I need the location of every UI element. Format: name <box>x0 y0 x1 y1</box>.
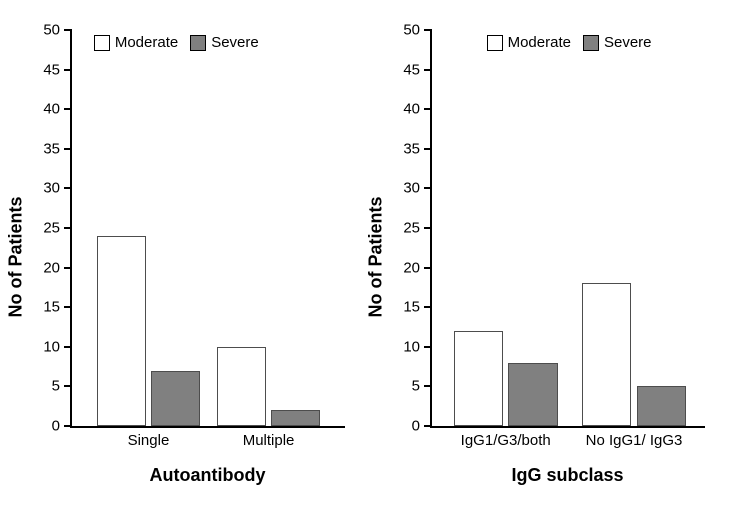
y-tick-label: 0 <box>412 418 432 435</box>
legend-swatch <box>94 35 110 51</box>
y-tick-label: 25 <box>43 220 72 237</box>
legend-swatch <box>190 35 206 51</box>
legend-item: Moderate <box>94 34 178 51</box>
bar <box>271 410 320 426</box>
x-category-label: No IgG1/ IgG3 <box>586 426 683 449</box>
y-tick-label: 50 <box>43 22 72 39</box>
y-tick-label: 35 <box>43 140 72 157</box>
legend-label: Severe <box>604 34 652 51</box>
x-axis-title: IgG subclass <box>430 465 705 486</box>
y-tick-label: 50 <box>403 22 432 39</box>
y-tick-label: 5 <box>52 378 72 395</box>
legend-swatch <box>583 35 599 51</box>
bar <box>637 386 686 426</box>
y-tick-label: 20 <box>403 259 432 276</box>
y-tick-label: 30 <box>403 180 432 197</box>
y-axis-label: No of Patients <box>366 196 387 317</box>
legend-swatch <box>487 35 503 51</box>
bar <box>151 371 200 426</box>
x-category-label: IgG1/G3/both <box>461 426 551 449</box>
y-tick-label: 10 <box>403 338 432 355</box>
chart-panel: No of Patients05101520253035404550Modera… <box>10 15 360 498</box>
legend: Moderate Severe <box>94 34 259 51</box>
x-axis-title: Autoantibody <box>70 465 345 486</box>
figure: No of Patients05101520253035404550Modera… <box>0 0 730 508</box>
legend-label: Moderate <box>115 34 178 51</box>
y-tick-label: 15 <box>403 299 432 316</box>
y-tick-label: 45 <box>43 61 72 78</box>
legend-item: Severe <box>583 34 652 51</box>
bar <box>582 283 631 426</box>
y-tick-label: 40 <box>403 101 432 118</box>
y-tick-label: 10 <box>43 338 72 355</box>
plot-area: 05101520253035404550ModerateSevereIgG1/G… <box>430 30 705 428</box>
legend-label: Moderate <box>508 34 571 51</box>
y-tick-label: 20 <box>43 259 72 276</box>
y-tick-label: 45 <box>403 61 432 78</box>
legend-label: Severe <box>211 34 259 51</box>
legend-item: Severe <box>190 34 259 51</box>
legend-item: Moderate <box>487 34 571 51</box>
chart-panel: No of Patients05101520253035404550Modera… <box>370 15 720 498</box>
y-axis-label: No of Patients <box>6 196 27 317</box>
y-tick-label: 35 <box>403 140 432 157</box>
y-tick-label: 30 <box>43 180 72 197</box>
y-tick-label: 25 <box>403 220 432 237</box>
bar <box>217 347 266 426</box>
x-category-label: Multiple <box>243 426 295 449</box>
bar <box>508 363 557 426</box>
y-tick-label: 15 <box>43 299 72 316</box>
y-tick-label: 5 <box>412 378 432 395</box>
bar <box>454 331 503 426</box>
legend: Moderate Severe <box>487 34 652 51</box>
plot-area: 05101520253035404550ModerateSevereSingle… <box>70 30 345 428</box>
y-tick-label: 0 <box>52 418 72 435</box>
bar <box>97 236 146 426</box>
x-category-label: Single <box>128 426 170 449</box>
y-tick-label: 40 <box>43 101 72 118</box>
